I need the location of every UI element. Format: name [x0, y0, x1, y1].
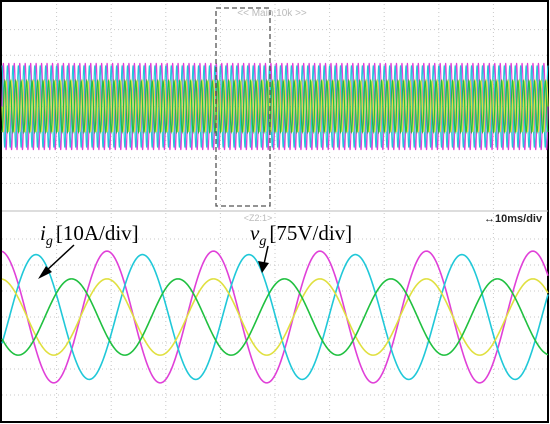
voltage-symbol: v	[250, 221, 260, 245]
voltage-annotation: vg [75V/div]	[250, 221, 352, 273]
svg-text:ig[10A/div]: ig [10A/div]	[40, 221, 139, 249]
voltage-subscript: g	[259, 234, 266, 249]
overview-traces	[1, 62, 549, 151]
timebase-readout: ↔10ms/div	[484, 213, 543, 225]
voltage-arrowhead	[258, 261, 269, 273]
zoom-trace-3	[1, 278, 549, 356]
svg-text:vg[75V/div]: vg [75V/div]	[250, 221, 352, 249]
current-scale: [10A/div]	[56, 221, 139, 245]
voltage-scale: [75V/div]	[269, 221, 352, 245]
current-annotation: ig [10A/div]	[38, 221, 139, 279]
zoom-header: <Z2:1>	[244, 213, 273, 223]
zoom-window[interactable]	[215, 7, 271, 207]
overview-trace-4	[1, 78, 549, 135]
current-arrow	[45, 244, 75, 272]
zoom-trace-2	[1, 253, 549, 381]
zoom-trace-1	[1, 250, 549, 384]
voltage-arrow	[263, 245, 269, 265]
current-symbol: i	[40, 221, 46, 245]
zoom-traces	[1, 250, 549, 384]
current-subscript: g	[46, 234, 53, 249]
overview-header: << Main:10k >>	[237, 8, 307, 19]
current-arrowhead	[38, 266, 52, 279]
zoom-trace-4	[1, 278, 549, 356]
